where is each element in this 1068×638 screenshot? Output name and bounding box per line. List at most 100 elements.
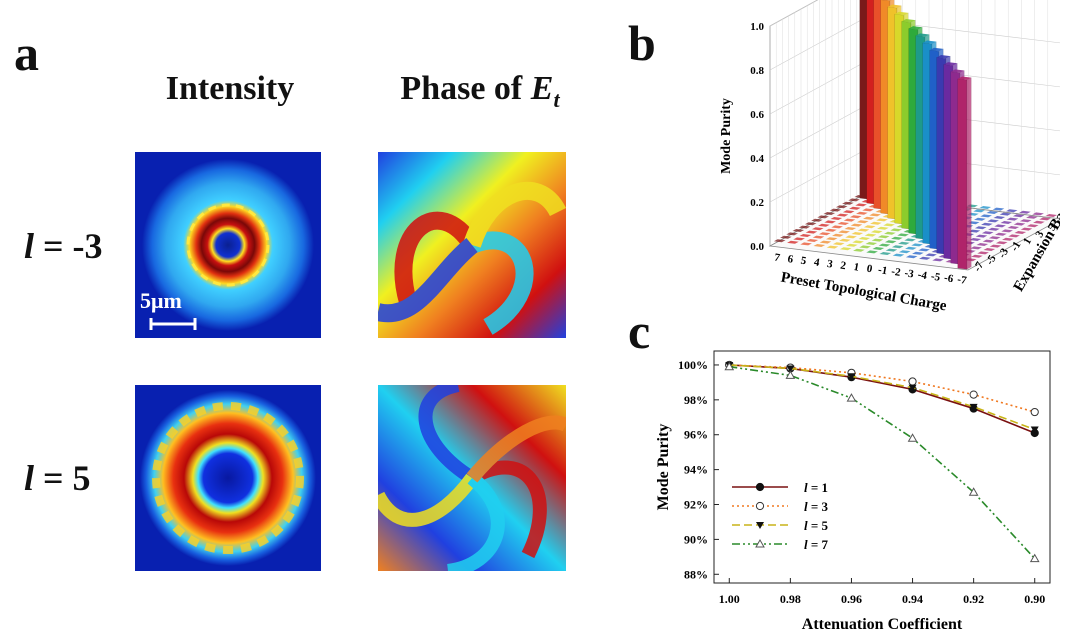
floor-bar — [884, 231, 896, 235]
floor-bar — [973, 209, 985, 213]
floor-bar — [919, 256, 931, 260]
data-point — [756, 522, 764, 529]
y-tick-label: 1.0 — [750, 21, 764, 33]
floor-bar — [925, 253, 937, 257]
bar-top — [943, 62, 958, 66]
phase-column-title: Phase of Et — [360, 72, 600, 111]
floor-bar — [994, 224, 1006, 228]
floor-bar — [1007, 226, 1020, 229]
row-label-value: = -3 — [43, 226, 103, 266]
y-tick-label: 96% — [684, 428, 708, 442]
floor-bar — [918, 248, 930, 252]
floor-bar — [838, 230, 850, 234]
data-point — [969, 403, 978, 411]
bar-top — [894, 11, 909, 16]
x-tick-label: 7 — [773, 251, 781, 264]
legend-value: = 1 — [808, 480, 828, 495]
floor-bar — [813, 244, 826, 247]
data-point — [755, 501, 765, 511]
floor-bar — [1002, 237, 1014, 241]
floor-bar — [864, 233, 877, 237]
floor-bar — [837, 222, 850, 225]
z-tick-label: 3 — [1033, 229, 1046, 240]
floor-bar — [811, 227, 824, 231]
floor-bar — [839, 238, 851, 242]
y-tick-label: 92% — [684, 498, 708, 512]
floor-bar — [885, 248, 898, 252]
floor-bar — [836, 213, 849, 217]
floor-bar — [855, 203, 867, 207]
x-tick-label: 3 — [826, 258, 834, 271]
floor-bar — [1032, 212, 1044, 216]
floor-bar — [823, 212, 836, 215]
y-axis-label: Mode Purity — [719, 98, 734, 174]
x-axis-label: Attenuation Coefficient — [802, 616, 963, 633]
x-tick-label: 0.96 — [841, 592, 862, 606]
floor-bar — [1000, 221, 1013, 224]
floor-bar — [980, 214, 992, 218]
y-tick-label: 98% — [684, 393, 708, 407]
intensity-image-l-minus3 — [135, 152, 321, 338]
floor-bar — [869, 213, 881, 217]
floor-bar — [844, 227, 857, 230]
floor-bar — [1045, 214, 1058, 217]
y-tick-label: 94% — [684, 463, 708, 477]
intensity-lobes — [186, 203, 270, 287]
data-point — [1030, 407, 1039, 417]
x-tick-label: -2 — [890, 266, 902, 279]
phase-title-prefix: Phase of — [400, 70, 531, 107]
floor-bar — [845, 235, 857, 239]
floor-bar — [1026, 215, 1038, 219]
floor-bar — [932, 258, 944, 262]
floor-bar — [981, 222, 993, 226]
floor-bar — [974, 226, 987, 230]
bar-front — [957, 78, 968, 270]
data-point — [785, 370, 796, 379]
floor-bar — [891, 245, 904, 249]
floor-bar — [825, 228, 837, 232]
floor-bar — [818, 223, 830, 227]
intensity-column-title: Intensity — [165, 70, 295, 107]
floor-bar — [872, 247, 885, 250]
legend-label: l = 7 — [804, 537, 829, 552]
floor-bar — [905, 255, 918, 259]
floor-bar — [787, 240, 799, 244]
floor-bar — [831, 225, 843, 229]
floor-bar — [853, 248, 865, 252]
bar-front — [873, 0, 884, 210]
bar-top — [901, 18, 916, 23]
floor-bar — [859, 245, 871, 249]
series-line — [729, 364, 1036, 431]
data-point — [908, 377, 917, 386]
floor-bar — [804, 222, 817, 226]
data-point — [969, 390, 978, 399]
floor-bar — [866, 250, 878, 254]
row-label-symbol: l — [24, 226, 35, 266]
floor-bar — [832, 242, 845, 246]
floor-bar — [1033, 220, 1045, 224]
x-tick-label: -7 — [956, 274, 968, 287]
floor-bar — [862, 208, 874, 212]
data-point — [755, 482, 765, 492]
y-tick-label: 88% — [684, 567, 708, 581]
floor-bar — [986, 211, 999, 214]
scalebar-label: 5μm — [140, 288, 182, 313]
floor-bar — [1020, 227, 1033, 231]
floor-bar — [982, 239, 995, 243]
floor-bar — [792, 229, 805, 232]
floor-bar — [857, 228, 870, 232]
legend-value: = 5 — [808, 518, 829, 533]
legend-symbol: l — [804, 480, 808, 495]
floor-bar — [773, 239, 786, 243]
y-tick-label: 0.4 — [750, 153, 764, 165]
x-tick-label: 0.98 — [780, 592, 801, 606]
floor-bar — [826, 245, 839, 249]
floor-bar — [849, 206, 861, 210]
floor-bar — [812, 235, 825, 239]
row-label-value: = 5 — [43, 458, 91, 498]
data-point — [907, 433, 918, 442]
row-label-l-minus3: l = -3 — [24, 228, 103, 264]
floor-bar — [780, 235, 792, 239]
bar-top — [929, 47, 944, 52]
